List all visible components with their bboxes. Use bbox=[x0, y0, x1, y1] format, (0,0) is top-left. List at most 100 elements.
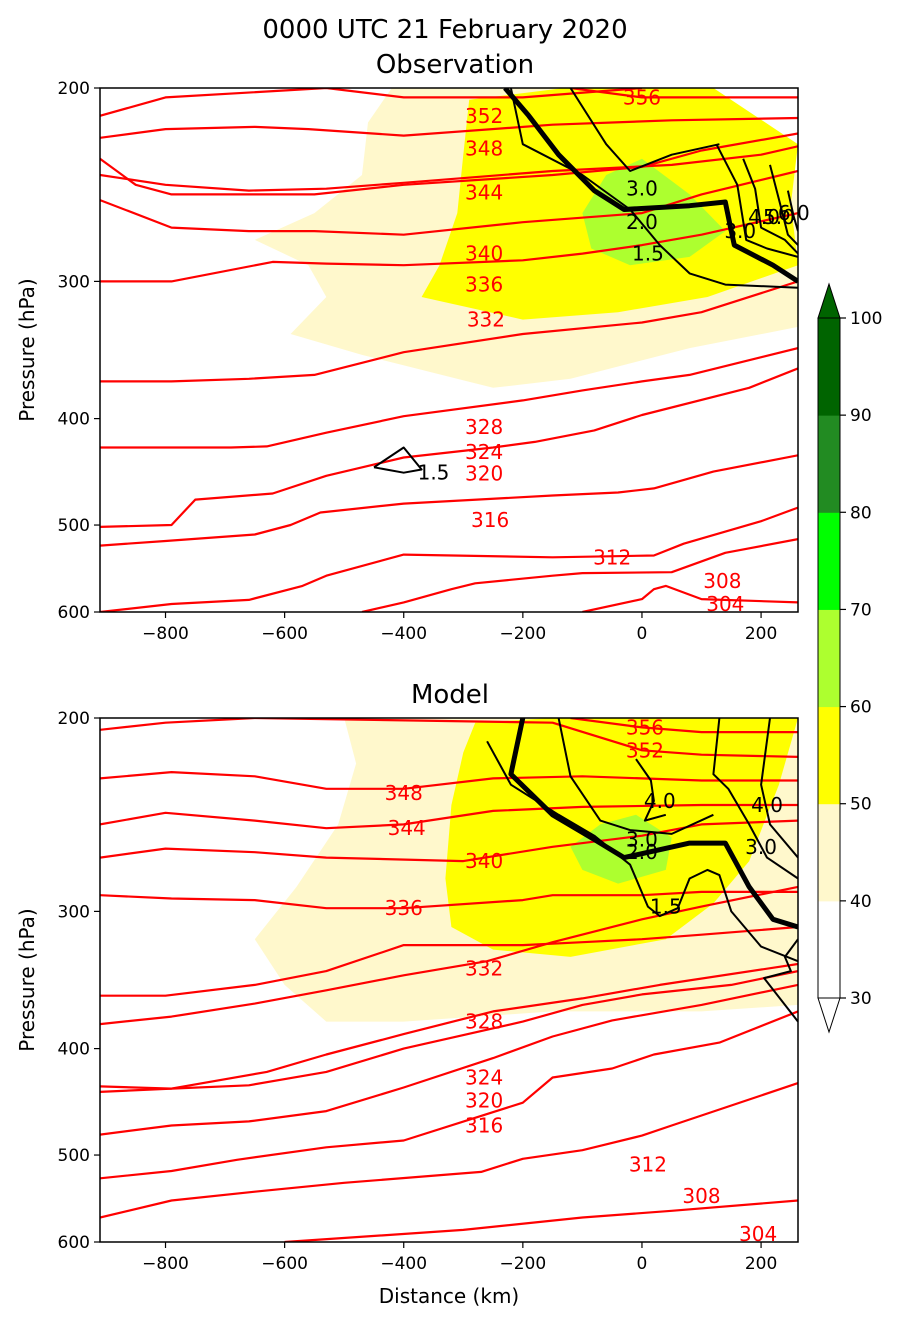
theta-contour-label: 316 bbox=[465, 1114, 503, 1138]
theta-contour-label: 328 bbox=[465, 1010, 503, 1034]
colorbar: 30 40 50 60 70 80 90 100 bbox=[817, 282, 882, 1034]
pv-contour-label: 3.0 bbox=[626, 177, 658, 201]
pv-contour-label: 5.0 bbox=[763, 205, 795, 229]
x-tick-label: 200 bbox=[745, 624, 777, 644]
panel-title: Observation bbox=[376, 50, 534, 80]
panel-observation: Observation 3043083123163203243283323363… bbox=[15, 50, 810, 644]
x-tick-label: 0 bbox=[637, 624, 648, 644]
pv-contour-label: 2.0 bbox=[626, 210, 658, 234]
y-axis: 200 300 400 500 600 bbox=[58, 79, 100, 623]
theta-contour-label: 348 bbox=[385, 781, 423, 805]
y-tick-label: 600 bbox=[58, 1233, 90, 1253]
colorbar-tick-label: 60 bbox=[850, 698, 872, 718]
theta-contour-label: 340 bbox=[465, 242, 503, 266]
pv-contour bbox=[486, 740, 798, 963]
pv-contour bbox=[557, 718, 714, 835]
theta-contour-label: 320 bbox=[465, 1089, 503, 1113]
colorbar-frame bbox=[817, 317, 841, 999]
x-tick-label: −400 bbox=[380, 624, 427, 644]
pv-contour-label: 3.0 bbox=[626, 827, 658, 851]
theta-contour-label: 352 bbox=[465, 104, 503, 128]
pv-contour bbox=[508, 718, 798, 930]
panel-title: Model bbox=[411, 680, 489, 710]
pv-contour-label: 2.0 bbox=[626, 840, 658, 864]
theta-contour-348 bbox=[100, 116, 798, 139]
colorbar-segment bbox=[818, 512, 840, 610]
colorbar-segment bbox=[818, 900, 840, 999]
pv-contour-label: 1.5 bbox=[632, 242, 664, 266]
plot-frame bbox=[99, 87, 799, 613]
theta-contour-304 bbox=[284, 1199, 798, 1242]
pv-contour bbox=[786, 190, 798, 232]
pv-contour-label: 3.0 bbox=[724, 219, 756, 243]
x-tick-label: −600 bbox=[261, 1254, 308, 1274]
colorbar-tick-label: 50 bbox=[850, 795, 872, 815]
theta-contour-344 bbox=[100, 145, 798, 192]
pv-contour-label: 4.0 bbox=[751, 793, 783, 817]
theta-contour-332 bbox=[100, 925, 798, 997]
pv-contour bbox=[509, 88, 798, 289]
pv-contour-label: 3.0 bbox=[745, 835, 777, 859]
theta-contour-layer bbox=[100, 718, 798, 1242]
contour-label-layer: 3043083123163203243283323363403443483523… bbox=[385, 715, 783, 1246]
figure-title: 0000 UTC 21 February 2020 bbox=[262, 15, 627, 45]
plot-frame bbox=[99, 717, 799, 1243]
colorbar-tick-label: 80 bbox=[850, 503, 872, 523]
theta-contour-356 bbox=[570, 88, 798, 99]
pv-contour bbox=[715, 143, 798, 258]
colorbar-tick-label: 70 bbox=[850, 600, 872, 620]
theta-contour-352 bbox=[100, 88, 643, 117]
colorbar-extend-max bbox=[817, 282, 841, 319]
theta-contour-312 bbox=[100, 1010, 798, 1180]
theta-contour-308 bbox=[361, 538, 798, 612]
pv-contour-label: 6.0 bbox=[778, 201, 810, 225]
pv-contour-label: 4.0 bbox=[748, 205, 780, 229]
theta-contour-328 bbox=[100, 885, 798, 1026]
pv-contour-label: 1.5 bbox=[418, 461, 450, 485]
contour-label-layer: 3043083123163203243283323363403443483523… bbox=[418, 85, 810, 616]
theta-contour-316 bbox=[100, 983, 798, 1136]
colorbar-segment bbox=[818, 318, 840, 416]
theta-contour-label: 316 bbox=[471, 508, 509, 532]
theta-contour-label: 320 bbox=[465, 462, 503, 486]
pv-contour bbox=[569, 88, 720, 172]
theta-contour-320 bbox=[100, 367, 798, 528]
theta-contour-332 bbox=[100, 212, 798, 283]
colorbar-tick-label: 90 bbox=[850, 406, 872, 426]
pv-contour-layer bbox=[373, 88, 798, 474]
y-tick-label: 600 bbox=[58, 603, 90, 623]
theta-contour-label: 344 bbox=[465, 181, 503, 205]
pv-contour bbox=[635, 758, 667, 822]
theta-contour-label: 328 bbox=[465, 415, 503, 439]
theta-contour-layer bbox=[100, 88, 798, 612]
fill-layer bbox=[254, 88, 798, 388]
pv-contour bbox=[760, 718, 798, 859]
theta-contour-340 bbox=[100, 819, 798, 863]
pv-contour bbox=[769, 164, 798, 246]
theta-contour-304 bbox=[582, 584, 798, 612]
colorbar-extend-min bbox=[817, 997, 841, 1034]
pv-contour-label: 4.0 bbox=[644, 789, 676, 813]
colorbar-tick-label: 40 bbox=[850, 892, 872, 912]
x-axis: −800 −600 −400 −200 0 200 bbox=[142, 1242, 777, 1274]
theta-contour-label: 336 bbox=[385, 896, 423, 920]
theta-contour-label: 324 bbox=[465, 440, 503, 464]
theta-contour-label: 308 bbox=[703, 569, 741, 593]
theta-contour-label: 356 bbox=[623, 85, 661, 109]
theta-contour-label: 308 bbox=[682, 1184, 720, 1208]
y-tick-label: 500 bbox=[58, 516, 90, 536]
theta-contour-label: 356 bbox=[626, 715, 664, 739]
x-axis-label: Distance (km) bbox=[379, 1284, 519, 1308]
pv-contour bbox=[373, 446, 423, 474]
theta-contour-324 bbox=[100, 347, 798, 449]
x-tick-label: −800 bbox=[142, 624, 189, 644]
theta-contour-label: 332 bbox=[467, 308, 505, 332]
y-axis-label: Pressure (hPa) bbox=[15, 278, 39, 421]
y-tick-label: 300 bbox=[58, 902, 90, 922]
theta-contour-336 bbox=[100, 890, 798, 910]
theta-contour-label: 340 bbox=[465, 849, 503, 873]
theta-contour-356 bbox=[570, 718, 798, 734]
x-tick-label: −200 bbox=[499, 1254, 546, 1274]
theta-contour-336 bbox=[100, 169, 798, 236]
y-tick-label: 400 bbox=[58, 1040, 90, 1060]
